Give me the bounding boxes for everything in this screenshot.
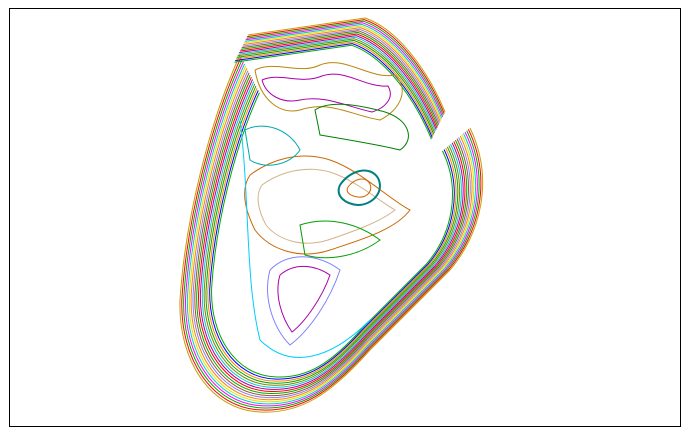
contour [314,103,409,151]
contour-line [246,23,443,117]
contour-line [182,57,481,410]
contour [239,119,371,358]
contour-line [185,62,477,406]
contour-line [243,28,440,122]
contour-line [235,44,432,138]
contour-line [234,45,431,139]
contour-line [244,26,441,120]
contour [244,155,411,255]
contour-line [210,91,455,380]
contour-line [200,79,463,389]
contour [277,265,331,333]
contour-line [238,39,435,133]
contour-line [237,40,434,134]
contour-band [234,18,445,139]
contour-line [193,71,470,398]
contour-line [242,31,439,125]
contour-line [187,64,475,404]
contour [337,169,381,207]
contour-line [247,20,444,114]
contour-line [180,55,483,412]
contour-line [191,68,472,399]
contour-line [199,77,465,391]
contour-line [195,73,469,396]
contour-line [240,34,437,128]
inner-contours [239,62,411,358]
contour-line [248,18,445,112]
contour [346,178,372,198]
contour-line [242,29,439,123]
contour [267,256,341,346]
contour-line [184,59,479,408]
contour-line [189,66,474,402]
contour-line [238,37,435,131]
contour-line [245,24,442,118]
contour [261,73,391,113]
contour-line [212,93,453,377]
contour-rings [180,55,483,412]
contour [257,168,396,244]
contour-line [202,82,461,388]
contour [254,62,403,121]
contour-line [197,75,467,394]
contour-line [204,84,459,385]
contour-line [208,88,456,381]
contour-line [241,32,438,126]
contour [244,125,301,166]
contour-line [236,42,433,136]
contour-line [239,36,436,130]
contour-line [206,86,458,383]
contour-line [246,21,443,115]
contour [299,220,381,259]
